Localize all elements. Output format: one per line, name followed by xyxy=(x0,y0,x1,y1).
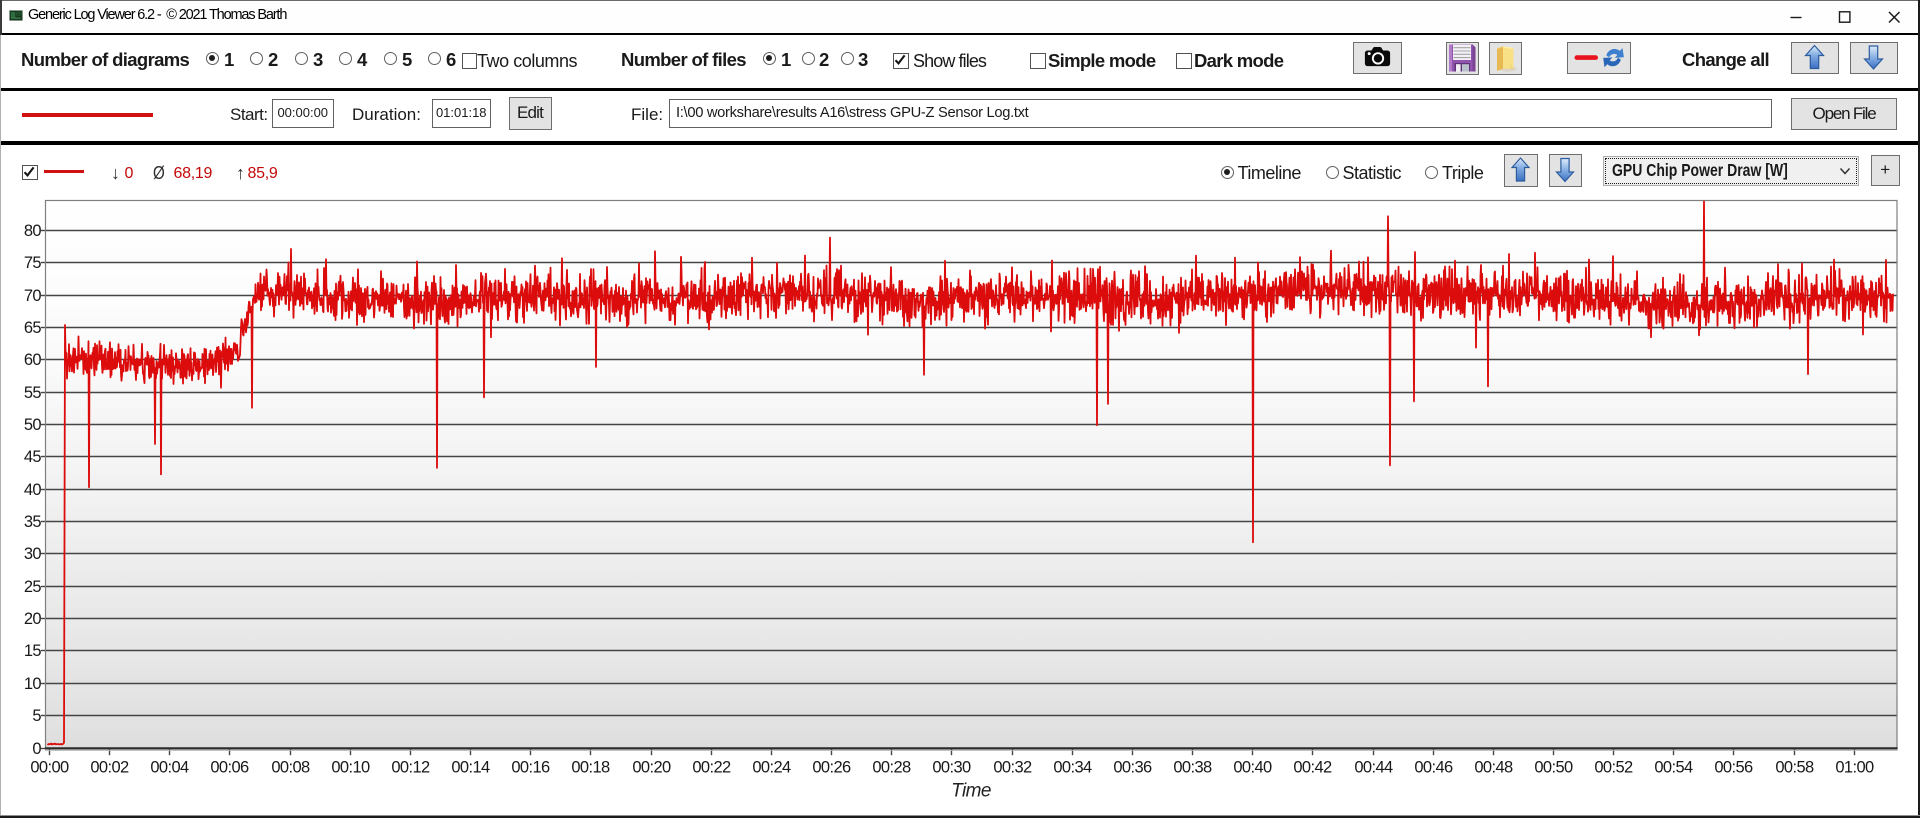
svg-text:00:52: 00:52 xyxy=(1594,759,1633,777)
svg-text:60: 60 xyxy=(24,351,42,369)
svg-text:00:24: 00:24 xyxy=(752,759,791,777)
svg-text:00:58: 00:58 xyxy=(1775,759,1814,777)
svg-text:25: 25 xyxy=(24,578,42,596)
svg-text:00:32: 00:32 xyxy=(993,759,1032,777)
svg-text:15: 15 xyxy=(24,642,42,660)
svg-text:00:12: 00:12 xyxy=(391,759,430,777)
svg-text:00:30: 00:30 xyxy=(932,759,971,777)
svg-text:00:28: 00:28 xyxy=(872,759,911,777)
svg-text:45: 45 xyxy=(24,448,42,466)
svg-text:01:00: 01:00 xyxy=(1835,759,1874,777)
svg-text:00:02: 00:02 xyxy=(90,759,129,777)
svg-text:20: 20 xyxy=(24,610,42,628)
svg-text:00:40: 00:40 xyxy=(1233,759,1272,777)
svg-text:00:04: 00:04 xyxy=(150,759,189,777)
svg-text:70: 70 xyxy=(24,287,42,305)
svg-text:40: 40 xyxy=(24,481,42,499)
svg-text:00:42: 00:42 xyxy=(1293,759,1332,777)
svg-text:55: 55 xyxy=(24,384,42,402)
svg-text:00:14: 00:14 xyxy=(451,759,490,777)
svg-text:65: 65 xyxy=(24,319,42,337)
svg-text:80: 80 xyxy=(24,222,42,240)
svg-text:00:16: 00:16 xyxy=(511,759,550,777)
svg-text:00:22: 00:22 xyxy=(692,759,731,777)
svg-text:10: 10 xyxy=(24,675,42,693)
svg-text:5: 5 xyxy=(32,707,41,725)
svg-text:00:36: 00:36 xyxy=(1113,759,1152,777)
svg-text:00:06: 00:06 xyxy=(210,759,249,777)
svg-text:50: 50 xyxy=(24,416,42,434)
svg-text:00:56: 00:56 xyxy=(1714,759,1753,777)
svg-text:75: 75 xyxy=(24,254,42,272)
svg-text:00:10: 00:10 xyxy=(331,759,370,777)
svg-text:00:26: 00:26 xyxy=(812,759,851,777)
svg-text:00:44: 00:44 xyxy=(1354,759,1393,777)
svg-text:0: 0 xyxy=(32,740,41,758)
svg-text:00:48: 00:48 xyxy=(1474,759,1513,777)
svg-text:00:00: 00:00 xyxy=(30,759,69,777)
svg-text:00:20: 00:20 xyxy=(632,759,671,777)
svg-text:00:38: 00:38 xyxy=(1173,759,1212,777)
svg-text:00:50: 00:50 xyxy=(1534,759,1573,777)
svg-text:00:46: 00:46 xyxy=(1414,759,1453,777)
svg-text:00:08: 00:08 xyxy=(271,759,310,777)
svg-text:35: 35 xyxy=(24,513,42,531)
svg-text:00:34: 00:34 xyxy=(1053,759,1092,777)
svg-text:00:54: 00:54 xyxy=(1654,759,1693,777)
svg-text:Time: Time xyxy=(951,781,991,802)
svg-text:00:18: 00:18 xyxy=(571,759,610,777)
svg-text:30: 30 xyxy=(24,545,42,563)
